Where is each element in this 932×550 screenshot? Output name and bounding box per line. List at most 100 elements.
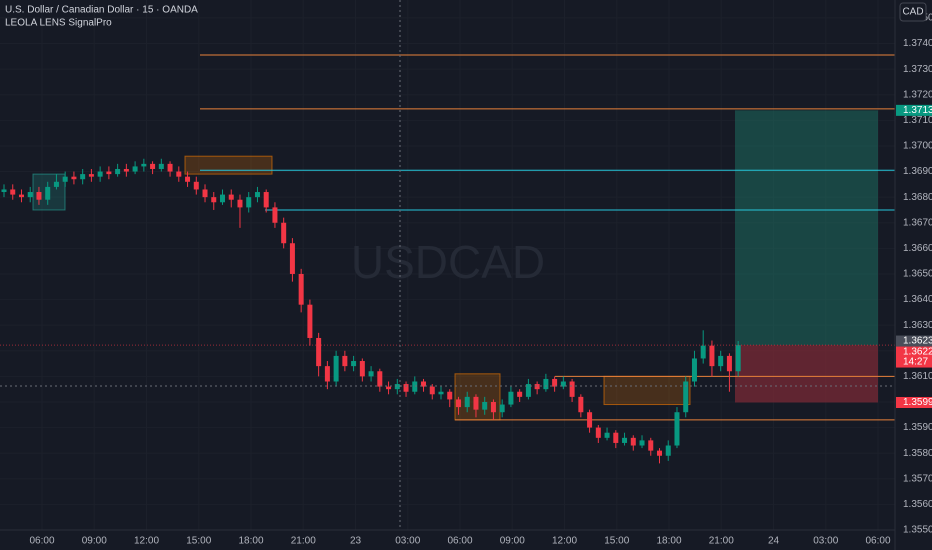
- plot: [0, 54, 895, 464]
- candle-body: [622, 437, 628, 443]
- candle-body: [176, 171, 182, 177]
- candle-body: [447, 391, 453, 400]
- zone: [603, 375, 691, 406]
- candle-body: [569, 381, 575, 397]
- candle-body: [726, 355, 732, 372]
- candle-body: [412, 381, 418, 392]
- candle-body: [80, 174, 86, 180]
- candle-body: [53, 181, 59, 187]
- x-tick-label: 09:00: [82, 536, 107, 547]
- candle-body: [18, 194, 24, 198]
- y-tick-label: 1.36600: [903, 243, 932, 254]
- candle-body: [718, 355, 724, 367]
- candle-body: [158, 163, 164, 169]
- candle-body: [473, 396, 479, 410]
- candle-body: [298, 273, 304, 305]
- candle-body: [665, 445, 671, 456]
- candle-body: [657, 450, 662, 456]
- candle-body: [587, 412, 593, 428]
- candle-body: [709, 345, 715, 367]
- candle-body: [228, 194, 234, 200]
- x-tick-label: 09:00: [500, 536, 525, 547]
- candle-body: [202, 189, 208, 198]
- price-label-bg: [896, 346, 932, 368]
- x-tick-label: 03:00: [813, 536, 838, 547]
- watermark: USDCAD: [351, 236, 545, 288]
- y-tick-label: 1.35900: [903, 422, 932, 433]
- candle-body: [613, 432, 619, 443]
- candle-body: [106, 171, 112, 175]
- zone: [184, 155, 273, 175]
- y-tick-label: 1.37100: [903, 115, 932, 126]
- candle-body: [377, 371, 383, 387]
- x-tick-label: 21:00: [291, 536, 316, 547]
- symbol-title: U.S. Dollar / Canadian Dollar · 15 · OAN…: [5, 5, 198, 16]
- y-tick-label: 1.37300: [903, 64, 932, 75]
- x-tick-label: 21:00: [709, 536, 734, 547]
- candle-body: [517, 391, 523, 397]
- candle-body: [220, 194, 225, 203]
- candle-body: [1, 189, 7, 193]
- candle-body: [246, 197, 252, 208]
- candle-body: [359, 361, 365, 377]
- countdown: 14:27: [903, 357, 928, 368]
- candle-body: [560, 381, 566, 387]
- candle-body: [10, 189, 16, 195]
- candle-body: [342, 355, 348, 367]
- candle-body: [132, 166, 138, 172]
- y-tick-label: 1.36500: [903, 269, 932, 280]
- candle-body: [429, 386, 435, 395]
- candle-body: [185, 176, 191, 182]
- candle-body: [193, 181, 199, 190]
- price-label-bg: [896, 104, 932, 116]
- x-tick-label: 06:00: [29, 536, 54, 547]
- x-tick-label: 23: [350, 536, 362, 547]
- candle-body: [263, 192, 269, 208]
- candle-body: [254, 192, 260, 198]
- y-tick-label: 1.37200: [903, 89, 932, 100]
- candle-body: [62, 176, 68, 182]
- candle-body: [648, 440, 654, 451]
- candle-body: [464, 396, 470, 408]
- price-label: 1.36222: [903, 347, 932, 358]
- candle-body: [455, 399, 461, 408]
- loss-zone: [735, 345, 878, 403]
- candle-body: [36, 192, 42, 200]
- candle-body: [71, 176, 77, 180]
- candle-body: [351, 361, 357, 367]
- candle-body: [316, 337, 322, 367]
- x-tick-label: 03:00: [395, 536, 420, 547]
- candle-body: [88, 174, 94, 177]
- y-tick-label: 1.37000: [903, 141, 932, 152]
- y-tick-label: 1.35800: [903, 448, 932, 459]
- y-tick-label: 1.36800: [903, 192, 932, 203]
- x-tick-label: 18:00: [238, 536, 263, 547]
- y-tick-label: 1.36700: [903, 217, 932, 228]
- candle-body: [45, 186, 51, 200]
- candle-body: [386, 386, 392, 390]
- currency-button[interactable]: [899, 2, 927, 22]
- candle-body: [534, 384, 540, 390]
- currency-label[interactable]: CAD: [902, 7, 923, 18]
- candle-body: [639, 440, 645, 446]
- candle-body: [115, 168, 121, 175]
- y-tick-label: 1.35600: [903, 499, 932, 510]
- x-tick-label: 15:00: [604, 536, 629, 547]
- price-label: 1.36238: [903, 336, 932, 347]
- candle-body: [543, 378, 549, 390]
- y-tick-label: 1.36400: [903, 294, 932, 305]
- candle-body: [272, 207, 278, 223]
- candle-body: [578, 396, 584, 413]
- indicator-name: LEOLA LENS SignalPro: [5, 18, 112, 29]
- candle-body: [508, 391, 514, 405]
- x-tick-label: 15:00: [186, 536, 211, 547]
- x-tick-label: 24: [768, 536, 780, 547]
- price-label: 1.37139: [903, 105, 932, 116]
- candle-body: [691, 358, 697, 382]
- price-label-bg: [896, 335, 932, 347]
- profit-zone: [735, 110, 878, 346]
- y-tick-label: 1.36900: [903, 166, 932, 177]
- candle-body: [150, 163, 156, 169]
- price-label: 1.35998: [903, 397, 932, 408]
